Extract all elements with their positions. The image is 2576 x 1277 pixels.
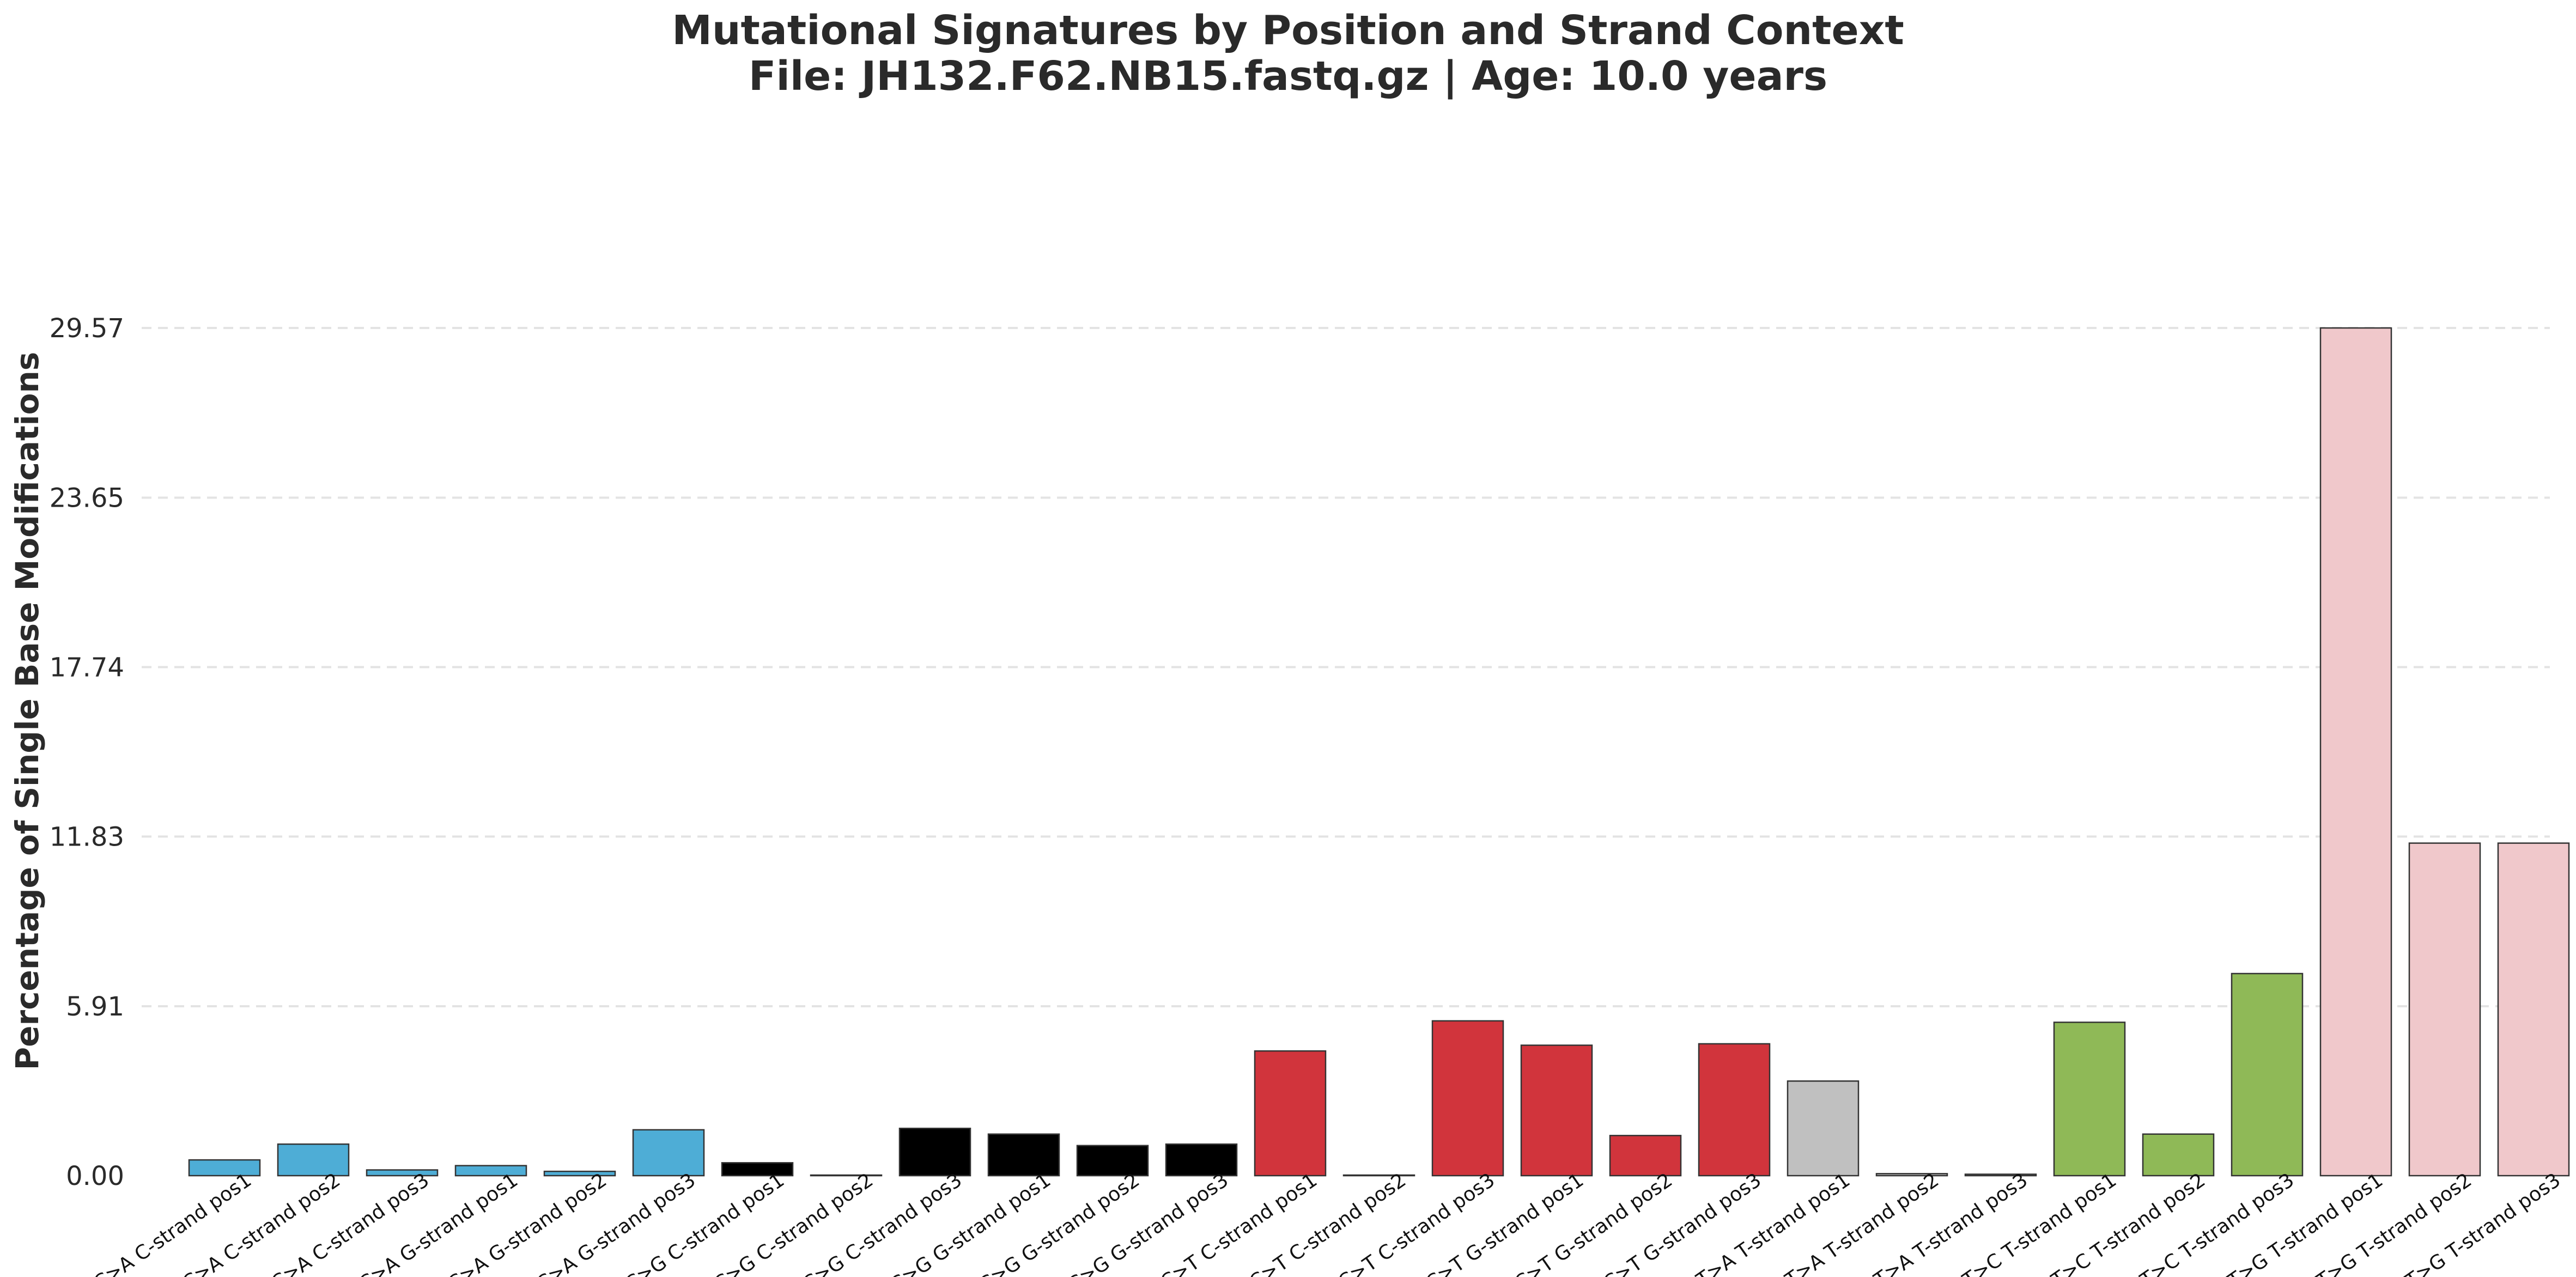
bar	[1076, 1145, 1149, 1177]
bar	[277, 1143, 350, 1177]
y-axis-label: Percentage of Single Base Modifications	[9, 352, 46, 1071]
y-tick-labels: 0.00 5.91 11.83 17.74 23.65 29.57	[50, 313, 124, 1191]
bar	[1964, 1173, 2037, 1177]
bar	[188, 1159, 261, 1177]
y-tick-label: 29.57	[50, 313, 124, 344]
bar	[543, 1170, 616, 1177]
bar	[2053, 1021, 2126, 1177]
bar	[1165, 1143, 1238, 1177]
bar	[898, 1127, 971, 1177]
bar	[2319, 327, 2392, 1177]
y-tick-label: 5.91	[66, 992, 124, 1022]
bar	[632, 1129, 705, 1177]
y-tick-label: 11.83	[50, 822, 124, 852]
bar	[366, 1169, 439, 1177]
y-tick-label: 0.00	[66, 1161, 124, 1191]
chart-title-line1: Mutational Signatures by Position and St…	[672, 7, 1904, 54]
x-tick-label: T>G T-strand pos3	[2401, 1169, 2565, 1277]
bars	[188, 327, 2570, 1177]
chart-title: Mutational Signatures by Position and St…	[0, 8, 2576, 99]
y-tick-label: 23.65	[50, 483, 124, 514]
bar	[454, 1165, 527, 1177]
bar	[2142, 1133, 2215, 1177]
chart-title-line2: File: JH132.F62.NB15.fastq.gz | Age: 10.…	[748, 53, 1828, 100]
bar	[721, 1162, 794, 1177]
bar	[987, 1133, 1060, 1177]
bar	[1698, 1043, 1771, 1177]
gridlines	[142, 327, 2550, 1008]
bar	[2408, 842, 2481, 1177]
bar	[1609, 1135, 1682, 1177]
bar	[1254, 1050, 1327, 1177]
bar	[2231, 972, 2304, 1177]
bar	[1431, 1020, 1504, 1177]
bar	[1875, 1173, 1948, 1177]
y-tick-label: 17.74	[50, 653, 124, 683]
bar	[1520, 1044, 1593, 1177]
bar	[2497, 842, 2570, 1177]
bar	[1787, 1080, 1860, 1177]
bar	[810, 1174, 883, 1177]
bar	[1342, 1174, 1415, 1177]
